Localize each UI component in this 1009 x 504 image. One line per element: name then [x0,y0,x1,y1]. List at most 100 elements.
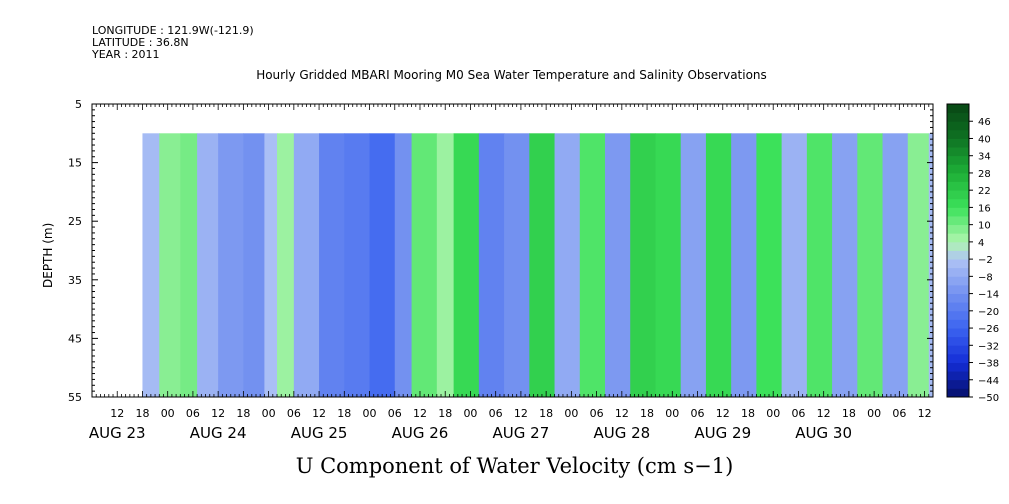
colorbar-band [947,284,969,294]
heatmap-cell [344,133,371,397]
heatmap-cell [882,133,909,397]
x-hour-label: 06 [791,407,805,420]
colorbar-label: 46 [978,117,991,128]
heatmap-cell [142,133,160,397]
colorbar-label: −44 [978,376,999,387]
colorbar-label: 16 [978,203,991,214]
x-hour-label: 18 [741,407,755,420]
colorbar-band [947,336,969,346]
colorbar-band [947,259,969,269]
x-hour-label: 12 [211,407,225,420]
y-tick-label: 45 [68,332,82,345]
heatmap-cell [319,133,345,397]
heatmap-cell [806,133,833,397]
colorbar-band [947,310,969,320]
colorbar-band [947,293,969,303]
x-hour-label: 06 [691,407,705,420]
x-hour-label: 06 [590,407,604,420]
heatmap-cell [436,133,455,397]
x-day-label: AUG 28 [593,424,650,442]
colorbar-band [947,181,969,191]
heatmap-cell [453,133,480,397]
heatmap-cell [277,133,295,397]
x-hour-label: 00 [463,407,477,420]
colorbar-label: −38 [978,359,999,370]
heatmap-cells [142,133,933,397]
x-hour-label: 18 [640,407,654,420]
x-hour-label: 18 [135,407,149,420]
x-hour-label: 12 [413,407,427,420]
heatmap-cell [705,133,732,397]
longitude-label: LONGITUDE : 121.9W(-121.9) [92,24,254,37]
x-axis: 12 18 00 06 12 18 00 06 12 18 00 06 12 18 00 06 12 18 00 06… [89,104,934,442]
heatmap-cell [928,133,933,397]
x-hour-label: 18 [842,407,856,420]
variable-label: U Component of Water Velocity (cm s−1) [295,454,734,478]
colorbar-band [947,198,969,208]
x-hour-label: 00 [363,407,377,420]
x-hour-label: 00 [766,407,780,420]
heatmap-cell [504,133,530,397]
heatmap-cell [907,133,930,397]
x-hour-label: 18 [539,407,553,420]
colorbar-label: −26 [978,324,999,335]
colorbar-band [947,190,969,200]
colorbar-label: 22 [978,186,991,197]
chart-title: Hourly Gridded MBARI Mooring M0 Sea Wate… [256,68,767,82]
heatmap-cell [857,133,884,397]
heatmap-cell [197,133,219,397]
colorbar-band [947,112,969,122]
x-hour-label: 06 [489,407,503,420]
x-hour-label: 12 [817,407,831,420]
x-day-label: AUG 25 [291,424,348,442]
colorbar-label: −20 [978,307,999,318]
heatmap-cell [756,133,783,397]
x-day-label: AUG 24 [190,424,247,442]
heatmap-cell [605,133,631,397]
colorbar-band [947,121,969,131]
colorbar-band [947,371,969,381]
heatmap-cell [655,133,682,397]
x-hour-label: 06 [186,407,200,420]
heatmap-cell [411,133,438,397]
colorbar-band [947,250,969,260]
heatmap-cell [529,133,556,397]
x-day-label: AUG 29 [694,424,751,442]
year-label: YEAR : 2011 [92,48,160,61]
heatmap-cell [554,133,581,397]
x-hour-label: 12 [918,407,932,420]
x-hour-label: 06 [388,407,402,420]
x-hour-label: 00 [161,407,175,420]
y-axis: 5 15 25 35 45 55 [68,98,933,404]
heatmap-cell [243,133,265,397]
colorbar-band [947,241,969,251]
y-tick-label: 25 [68,215,82,228]
colorbar-band [947,388,969,398]
y-tick-label: 5 [75,98,82,111]
x-hour-label: 00 [867,407,881,420]
colorbar-label: −8 [978,272,993,283]
heatmap-cell [264,133,278,397]
plot-metadata: LONGITUDE : 121.9W(-121.9) LATITUDE : 36… [92,25,254,61]
x-hour-label: 18 [236,407,250,420]
heatmap-cell [394,133,413,397]
colorbar-band [947,104,969,114]
colorbar-band [947,319,969,329]
x-hour-label: 06 [287,407,301,420]
x-hour-label: 18 [438,407,452,420]
colorbar-label: 34 [978,152,991,163]
heatmap-cell [369,133,396,397]
x-hour-label: 12 [615,407,629,420]
colorbar-label: −14 [978,290,999,301]
x-hour-label: 12 [716,407,730,420]
x-day-label: AUG 23 [89,424,146,442]
colorbar-band [947,207,969,217]
colorbar-band [947,233,969,243]
colorbar-label: 28 [978,169,991,180]
colorbar-band [947,345,969,355]
colorbar-label: −32 [978,341,999,352]
colorbar-band [947,353,969,363]
x-hour-label: 00 [564,407,578,420]
colorbar-band [947,267,969,277]
